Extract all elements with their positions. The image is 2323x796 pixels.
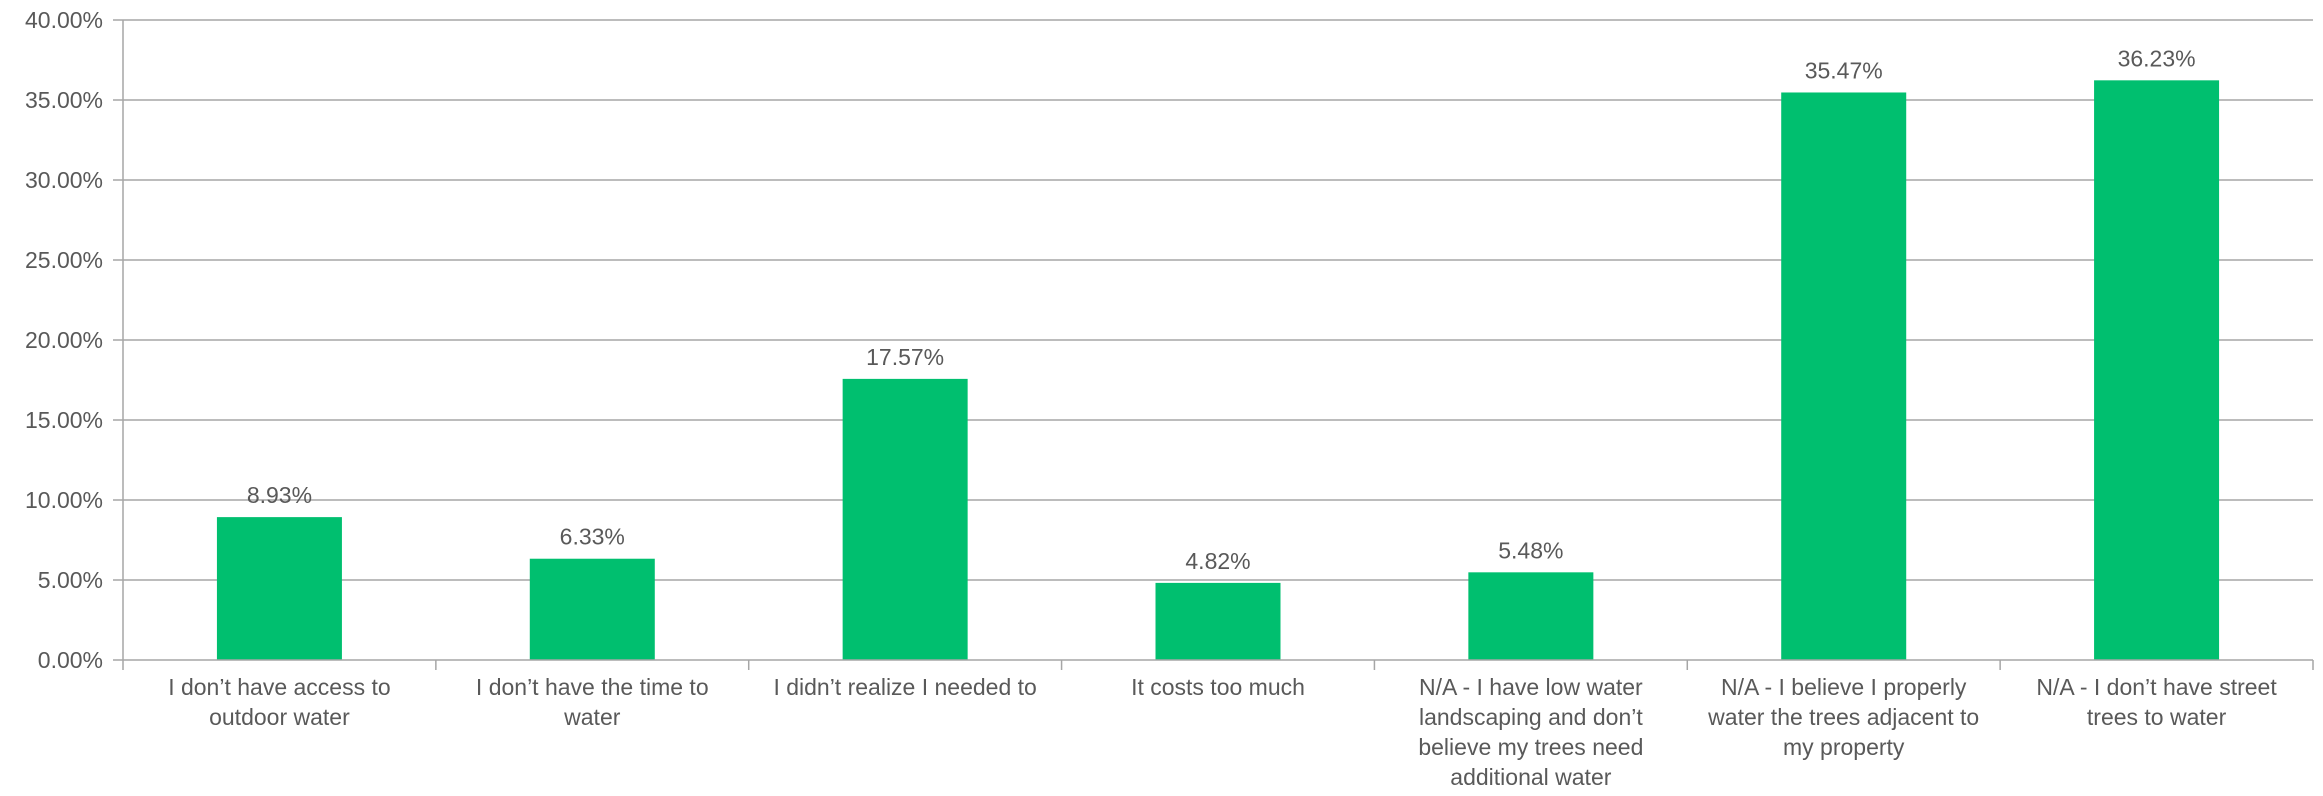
data-label: 6.33% xyxy=(560,524,625,550)
x-tick-label: N/A - I have low water landscaping and do… xyxy=(1418,674,1643,790)
y-tick-label: 10.00% xyxy=(25,487,103,513)
x-tick-label-line: N/A - I have low water xyxy=(1419,674,1643,700)
data-label: 4.82% xyxy=(1185,548,1250,574)
data-label: 36.23% xyxy=(2118,45,2196,71)
x-tick-label-line: N/A - I believe I properly xyxy=(1721,674,1967,700)
y-axis: 0.00% 5.00% 10.00% 15.00% 20.00% 25.00% 30.00%… xyxy=(25,7,124,673)
x-tick-label-line: water the trees adjacent to xyxy=(1707,704,1979,730)
bar xyxy=(2094,80,2220,660)
data-label: 35.47% xyxy=(1805,57,1883,83)
bar xyxy=(1468,572,1594,660)
y-tick-label: 35.00% xyxy=(25,87,103,113)
bar xyxy=(842,378,968,660)
gridlines xyxy=(123,19,2313,581)
x-tick-label-line: N/A - I don’t have street xyxy=(2036,674,2277,700)
x-tick-label-line: I didn’t realize I needed to xyxy=(773,674,1036,700)
y-tick-label: 15.00% xyxy=(25,407,103,433)
data-label: 17.57% xyxy=(866,344,944,370)
bar xyxy=(529,558,655,660)
y-tick-label: 40.00% xyxy=(25,7,103,33)
bar xyxy=(216,517,342,660)
x-tick-label: N/A - I don’t have street trees to water xyxy=(2036,674,2277,730)
data-labels: 8.93% 6.33% 17.57% 4.82% 5.48% 35.47% 36.23% xyxy=(247,45,2196,574)
x-tick-label-line: believe my trees need xyxy=(1418,734,1643,760)
y-tick-label: 20.00% xyxy=(25,327,103,353)
x-tick-label: N/A - I believe I properly water the tree… xyxy=(1707,674,1979,760)
data-label: 8.93% xyxy=(247,482,312,508)
x-tick-label-line: I don’t have the time to xyxy=(476,674,709,700)
x-tick-label-line: It costs too much xyxy=(1131,674,1305,700)
x-tick-label-line: outdoor water xyxy=(209,704,350,730)
x-tick-label-line: additional water xyxy=(1450,764,1611,790)
x-tick-label: I don’t have the time to water xyxy=(476,674,709,730)
bar xyxy=(1781,92,1907,661)
data-label: 5.48% xyxy=(1498,537,1563,563)
y-tick-label: 30.00% xyxy=(25,167,103,193)
x-tick-label-line: landscaping and don’t xyxy=(1419,704,1643,730)
x-tick-label-line: water xyxy=(563,704,621,730)
x-tick-label: I didn’t realize I needed to xyxy=(773,674,1036,700)
x-tick-label-line: my property xyxy=(1783,734,1905,760)
y-tick-label: 0.00% xyxy=(38,647,103,673)
bars xyxy=(216,80,2220,661)
y-tick-label: 25.00% xyxy=(25,247,103,273)
x-tick-label-line: trees to water xyxy=(2087,704,2227,730)
x-tick-label-line: I don’t have access to xyxy=(168,674,390,700)
x-tick-label: I don’t have access to outdoor water xyxy=(168,674,390,730)
y-tick-label: 5.00% xyxy=(38,567,103,593)
x-tick-label: It costs too much xyxy=(1131,674,1305,700)
bar xyxy=(1155,582,1281,660)
